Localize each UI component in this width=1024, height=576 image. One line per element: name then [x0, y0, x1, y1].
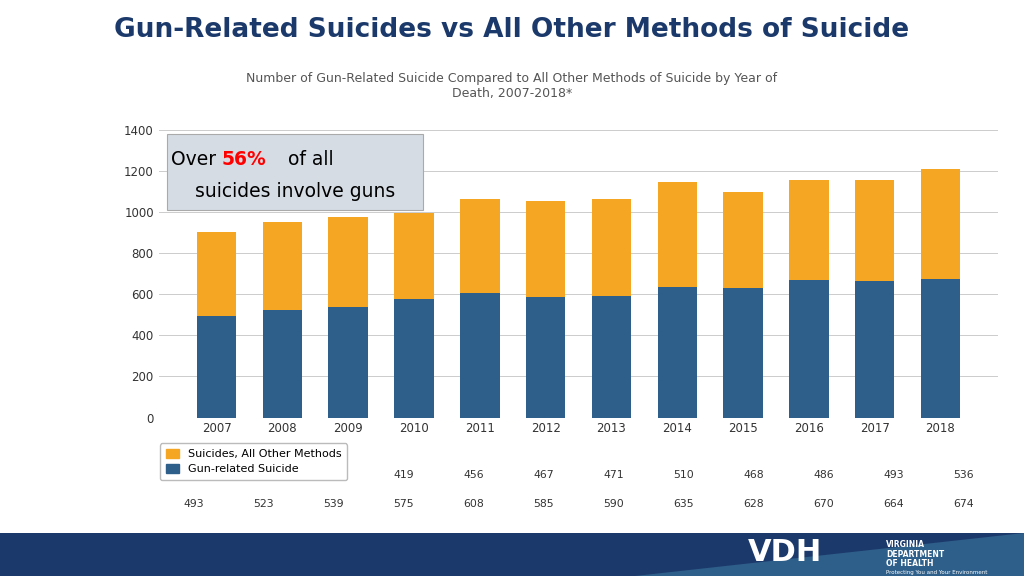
- Text: OF HEALTH: OF HEALTH: [886, 559, 933, 569]
- Legend: Suicides, All Other Methods, Gun-related Suicide: Suicides, All Other Methods, Gun-related…: [160, 444, 347, 480]
- Text: 510: 510: [673, 470, 694, 480]
- Bar: [921, 279, 961, 418]
- Text: 56%: 56%: [221, 150, 266, 169]
- Text: 410: 410: [183, 470, 204, 480]
- Text: 575: 575: [393, 499, 414, 509]
- Text: Over: Over: [171, 150, 221, 169]
- Bar: [197, 232, 237, 316]
- Bar: [855, 281, 894, 418]
- Text: Protecting You and Your Environment: Protecting You and Your Environment: [886, 570, 987, 575]
- Text: Number of Gun-Related Suicide Compared to All Other Methods of Suicide by Year o: Number of Gun-Related Suicide Compared t…: [247, 72, 777, 100]
- Text: 539: 539: [324, 499, 344, 509]
- Text: 434: 434: [324, 470, 344, 480]
- Text: 471: 471: [603, 470, 624, 480]
- Bar: [197, 316, 237, 418]
- Text: 585: 585: [534, 499, 554, 509]
- Text: 486: 486: [813, 470, 834, 480]
- Bar: [723, 289, 763, 418]
- Bar: [592, 199, 631, 296]
- Text: 523: 523: [253, 499, 274, 509]
- FancyBboxPatch shape: [167, 134, 423, 210]
- Text: 419: 419: [393, 470, 414, 480]
- Text: 456: 456: [463, 470, 484, 480]
- Bar: [263, 310, 302, 418]
- Text: 493: 493: [883, 470, 904, 480]
- Text: 590: 590: [603, 499, 624, 509]
- Bar: [921, 169, 961, 279]
- Bar: [790, 280, 828, 418]
- Bar: [723, 192, 763, 289]
- Text: suicides involve guns: suicides involve guns: [195, 181, 395, 200]
- Text: VIRGINIA: VIRGINIA: [886, 540, 925, 550]
- Bar: [460, 199, 500, 293]
- Text: VDH: VDH: [748, 538, 822, 567]
- Text: 628: 628: [743, 499, 764, 509]
- Bar: [460, 293, 500, 418]
- Bar: [526, 297, 565, 418]
- Text: 468: 468: [743, 470, 764, 480]
- Bar: [263, 222, 302, 310]
- Bar: [526, 201, 565, 297]
- Text: Gun-Related Suicides vs All Other Methods of Suicide: Gun-Related Suicides vs All Other Method…: [115, 17, 909, 43]
- Text: 635: 635: [673, 499, 694, 509]
- Bar: [657, 182, 697, 287]
- Bar: [329, 218, 368, 307]
- Bar: [592, 296, 631, 418]
- Text: DEPARTMENT: DEPARTMENT: [886, 550, 944, 559]
- Text: 426: 426: [253, 470, 274, 480]
- Polygon shape: [635, 533, 1024, 576]
- Bar: [855, 180, 894, 281]
- Bar: [790, 180, 828, 280]
- Text: 467: 467: [534, 470, 554, 480]
- Text: 608: 608: [463, 499, 484, 509]
- Text: 664: 664: [883, 499, 904, 509]
- Bar: [657, 287, 697, 418]
- Bar: [394, 213, 434, 300]
- Bar: [394, 300, 434, 418]
- Text: of all: of all: [283, 150, 334, 169]
- Bar: [329, 307, 368, 418]
- Text: 536: 536: [953, 470, 974, 480]
- Text: 493: 493: [183, 499, 204, 509]
- Text: 674: 674: [953, 499, 974, 509]
- Text: 670: 670: [813, 499, 834, 509]
